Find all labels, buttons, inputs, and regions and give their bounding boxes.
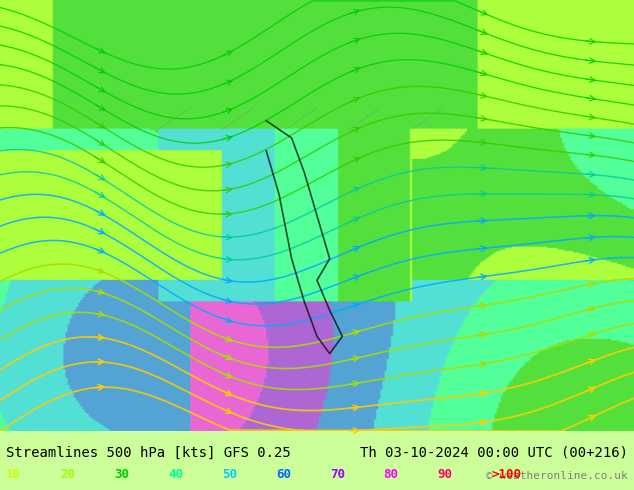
Text: 10: 10 — [6, 468, 22, 481]
Text: © weatheronline.co.uk: © weatheronline.co.uk — [486, 471, 628, 481]
Text: 50: 50 — [222, 468, 237, 481]
Text: 70: 70 — [330, 468, 345, 481]
Text: 80: 80 — [384, 468, 399, 481]
Text: Streamlines 500 hPa [kts] GFS 0.25: Streamlines 500 hPa [kts] GFS 0.25 — [6, 446, 291, 460]
Text: 90: 90 — [437, 468, 453, 481]
Text: 60: 60 — [276, 468, 291, 481]
Text: 20: 20 — [60, 468, 75, 481]
Text: Th 03-10-2024 00:00 UTC (00+216): Th 03-10-2024 00:00 UTC (00+216) — [359, 446, 628, 460]
Text: 40: 40 — [168, 468, 183, 481]
Text: >100: >100 — [491, 468, 521, 481]
Text: 30: 30 — [114, 468, 129, 481]
